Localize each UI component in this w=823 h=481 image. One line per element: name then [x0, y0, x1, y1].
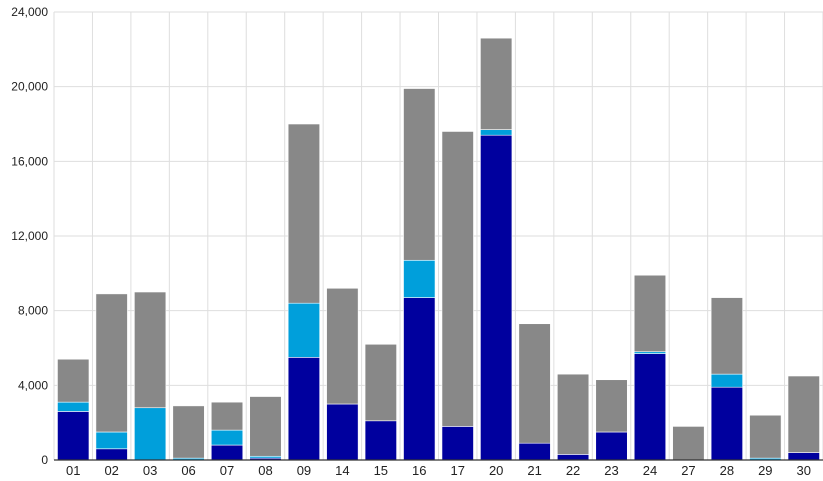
- x-tick-label: 24: [643, 463, 657, 478]
- bar-segment: [57, 401, 90, 412]
- bar-segment: [633, 274, 667, 353]
- bar-segment: [57, 411, 90, 461]
- bar-segment: [480, 134, 513, 461]
- bar-segment: [557, 373, 590, 455]
- y-tick-label: 12,000: [11, 229, 48, 243]
- bar-segment: [95, 293, 128, 433]
- bar-segment: [326, 287, 359, 405]
- bar-segment: [134, 407, 167, 461]
- bar-segment: [287, 302, 320, 358]
- bar-segment: [134, 291, 167, 409]
- bar-segment: [480, 37, 513, 130]
- bar-segment: [57, 358, 90, 403]
- x-tick-label: 06: [181, 463, 195, 478]
- bar-segment: [710, 373, 743, 388]
- bar-segment: [441, 426, 474, 461]
- x-tick-label: 22: [566, 463, 580, 478]
- x-tick-label: 29: [758, 463, 772, 478]
- bar-segment: [95, 431, 128, 450]
- x-tick-label: 09: [297, 463, 311, 478]
- bar-segment: [518, 323, 551, 444]
- bar-segment: [595, 431, 628, 461]
- bar-segment: [403, 297, 436, 461]
- x-tick-label: 03: [143, 463, 157, 478]
- bar-segment: [441, 131, 474, 427]
- x-tick-label: 14: [335, 463, 349, 478]
- bar-segment: [287, 123, 320, 304]
- x-tick-label: 07: [220, 463, 234, 478]
- x-tick-label: 30: [797, 463, 811, 478]
- x-tick-label: 01: [66, 463, 80, 478]
- y-tick-label: 0: [41, 453, 48, 467]
- bar-segment: [364, 343, 397, 422]
- bar-segment: [210, 444, 244, 461]
- bar-segment: [710, 297, 743, 375]
- bar-segment: [672, 426, 705, 461]
- bar-segment: [172, 405, 205, 459]
- bar-segment: [480, 129, 513, 136]
- bar-segment: [787, 452, 820, 461]
- x-tick-label: 02: [104, 463, 118, 478]
- bar-segment: [633, 353, 667, 461]
- bar-segment: [787, 375, 820, 453]
- x-tick-label: 27: [681, 463, 695, 478]
- bar-segment: [710, 386, 743, 461]
- bar-segment: [95, 448, 128, 461]
- bar-segment: [210, 429, 244, 446]
- x-tick-label: 17: [450, 463, 464, 478]
- bar-segment: [326, 403, 359, 461]
- y-tick-label: 4,000: [18, 378, 48, 392]
- x-tick-label: 08: [258, 463, 272, 478]
- bar-segment: [403, 259, 436, 298]
- bar-segment: [210, 401, 244, 431]
- y-tick-label: 16,000: [11, 154, 48, 168]
- y-tick-label: 20,000: [11, 80, 48, 94]
- y-tick-label: 8,000: [18, 304, 48, 318]
- bar-segment: [364, 420, 397, 461]
- x-tick-label: 15: [374, 463, 388, 478]
- bar-segment: [749, 414, 782, 459]
- y-tick-label: 24,000: [11, 5, 48, 19]
- x-tick-label: 23: [604, 463, 618, 478]
- bar-segment: [249, 396, 282, 457]
- bar-segment: [403, 88, 436, 261]
- x-tick-label: 16: [412, 463, 426, 478]
- x-tick-label: 28: [720, 463, 734, 478]
- bar-segment: [518, 442, 551, 461]
- bar-segment: [595, 379, 628, 433]
- bar-segment: [287, 357, 320, 461]
- x-tick-label: 20: [489, 463, 503, 478]
- x-tick-label: 21: [527, 463, 541, 478]
- bar-segment: [557, 454, 590, 461]
